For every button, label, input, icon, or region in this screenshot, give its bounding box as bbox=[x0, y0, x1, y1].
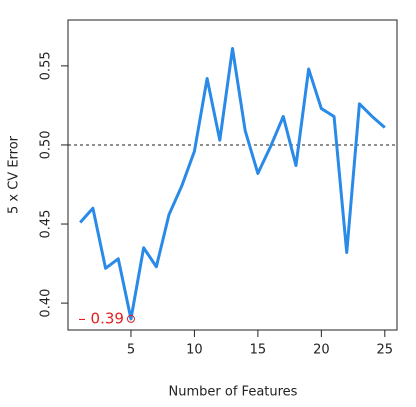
y-tick-label: 0.55 bbox=[39, 51, 54, 80]
x-tick-label: 5 bbox=[127, 343, 135, 358]
annotation-label: – 0.39 bbox=[78, 309, 124, 327]
x-axis-label: Number of Features bbox=[169, 385, 298, 400]
x-tick-label: 10 bbox=[186, 343, 203, 358]
x-tick-label: 20 bbox=[313, 343, 330, 358]
line-series bbox=[79, 46, 386, 321]
y-tick-label: 0.50 bbox=[39, 130, 54, 159]
x-tick-label: 25 bbox=[377, 343, 394, 358]
y-tick-label: 0.45 bbox=[39, 210, 54, 239]
y-tick-label: 0.40 bbox=[39, 289, 54, 318]
x-tick-label: 15 bbox=[250, 343, 267, 358]
y-axis-label: 5 x CV Error bbox=[7, 135, 22, 214]
annotation-marker bbox=[126, 314, 135, 323]
plot-frame bbox=[67, 19, 398, 331]
